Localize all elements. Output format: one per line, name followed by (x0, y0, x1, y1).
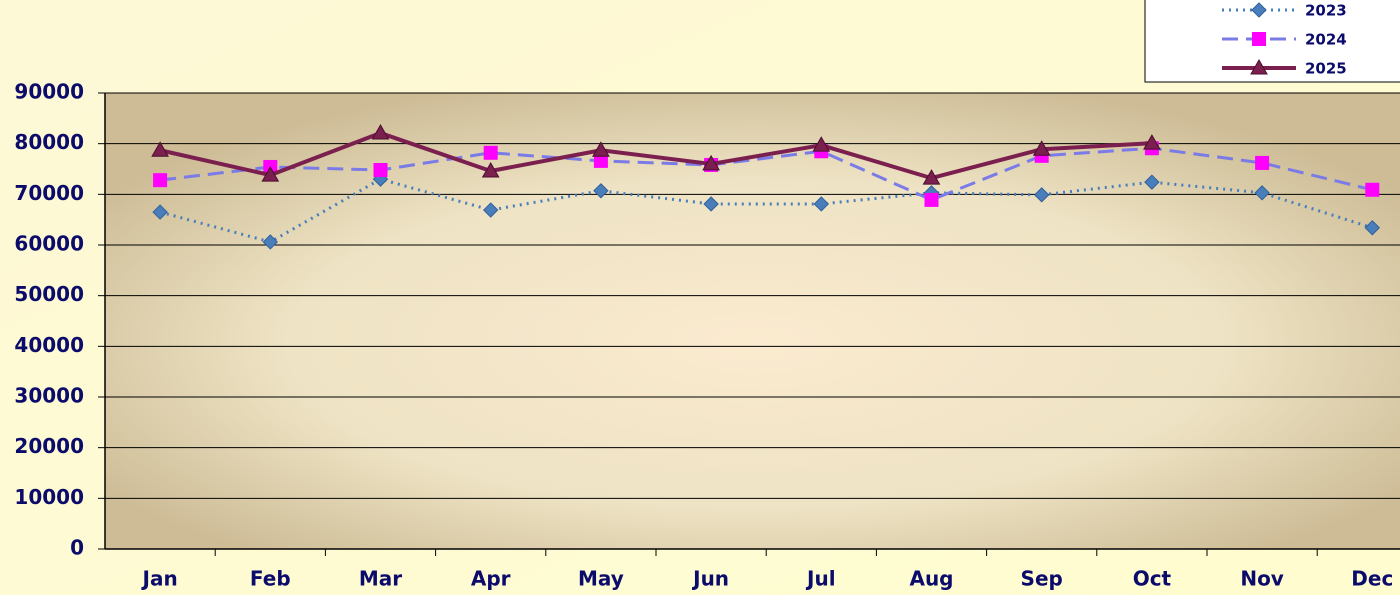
x-tick-label: Aug (909, 567, 953, 591)
marker (593, 183, 609, 199)
legend-marker (1250, 58, 1268, 75)
legend-marker (1252, 32, 1266, 46)
marker (1364, 220, 1381, 236)
marker (483, 145, 498, 160)
x-tick-label: Oct (1133, 567, 1172, 591)
marker (592, 141, 610, 157)
marker (1033, 187, 1050, 203)
x-tick-label: Mar (359, 567, 402, 591)
marker (812, 136, 831, 152)
y-tick-label: 30000 (14, 384, 84, 408)
marker (702, 154, 720, 171)
marker (152, 204, 168, 220)
y-tick-label: 0 (70, 536, 84, 560)
y-tick-label: 20000 (14, 434, 84, 458)
legend (1144, 0, 1400, 83)
y-tick-label: 90000 (14, 80, 84, 104)
y-tick-label: 60000 (14, 232, 84, 256)
y-tick-label: 70000 (14, 181, 84, 205)
x-tick-label: Dec (1351, 567, 1393, 591)
x-tick-label: Jan (141, 567, 178, 591)
y-tick-label: 80000 (14, 130, 84, 154)
marker (481, 162, 500, 178)
marker (262, 234, 279, 250)
legend-label: 2023 (1305, 2, 1347, 20)
marker (1032, 140, 1051, 156)
marker (924, 192, 939, 207)
marker (1143, 134, 1161, 150)
marker (593, 153, 608, 168)
x-tick-label: Nov (1240, 567, 1284, 591)
x-tick-label: May (578, 567, 624, 591)
y-tick-label: 40000 (14, 333, 84, 357)
x-tick-label: Jun (691, 567, 729, 591)
marker (922, 169, 941, 185)
y-tick-label: 10000 (14, 485, 84, 509)
x-tick-label: Sep (1021, 567, 1063, 591)
y-tick-label: 50000 (14, 282, 84, 306)
series-line (159, 131, 1153, 181)
marker (261, 166, 280, 182)
marker (1254, 185, 1270, 201)
marker (373, 163, 388, 178)
x-tick-label: Feb (250, 567, 291, 591)
legend-label: 2024 (1305, 31, 1347, 49)
legend-marker (1251, 2, 1267, 18)
x-tick-label: Jul (805, 567, 836, 591)
marker (1255, 155, 1270, 170)
marker (371, 124, 390, 140)
legend-label: 2025 (1305, 60, 1347, 78)
marker (703, 196, 719, 212)
plot-area (105, 93, 1400, 549)
marker (153, 173, 168, 188)
marker (813, 196, 830, 212)
marker (151, 141, 169, 157)
marker (1365, 182, 1380, 197)
series-line (159, 146, 1373, 202)
x-tick-label: Apr (471, 567, 511, 591)
marker (482, 202, 499, 218)
marker (1144, 174, 1160, 190)
